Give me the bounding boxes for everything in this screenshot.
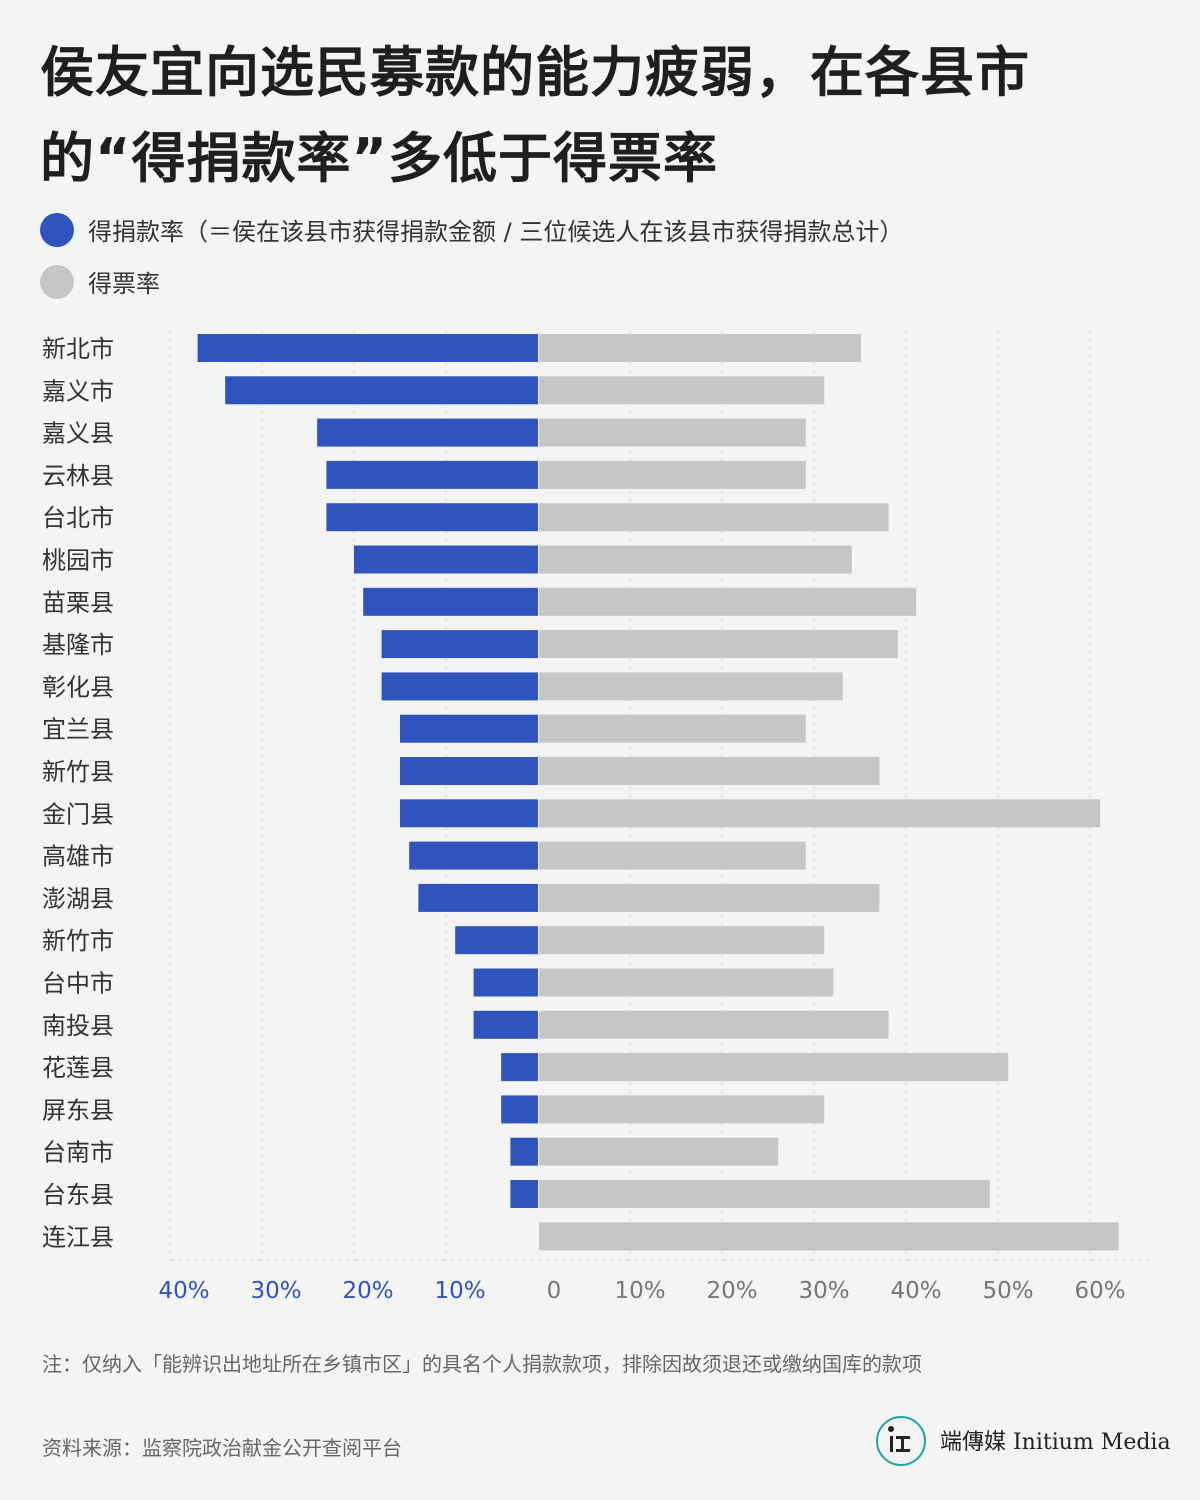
- donation-bar: [510, 1180, 538, 1208]
- category-label: 台北市: [42, 504, 114, 532]
- donation-bar: [354, 545, 538, 574]
- donation-bar: [381, 630, 538, 659]
- x-tick-label-left: 40%: [158, 1278, 209, 1304]
- x-tick-label-left: 10%: [434, 1278, 485, 1304]
- category-label: 新竹县: [42, 758, 114, 786]
- donation-bar: [501, 1095, 538, 1124]
- donation-bar: [409, 841, 538, 870]
- donation-bar: [473, 1010, 538, 1039]
- brand-name: 端傳媒 Initium Media: [940, 1430, 1171, 1455]
- category-label: 基隆市: [42, 631, 114, 659]
- legend-item-vote: 得票率: [40, 264, 160, 299]
- vote-bar: [539, 841, 806, 870]
- vote-bar: [539, 587, 917, 616]
- initium-logo-icon: [876, 1416, 926, 1466]
- x-tick-label-right: 20%: [706, 1278, 757, 1304]
- vote-bar: [539, 883, 880, 912]
- donation-bar: [400, 799, 538, 828]
- donation-bar: [473, 968, 538, 997]
- x-tick-label-left: 30%: [250, 1278, 301, 1304]
- donation-bar: [510, 1137, 538, 1166]
- category-label: 台南市: [42, 1139, 114, 1167]
- vote-bar: [539, 334, 861, 362]
- vote-bar: [539, 630, 898, 659]
- donation-bar: [455, 926, 538, 955]
- diverging-bar-chart: 新北市嘉义市嘉义县云林县台北市桃园市苗栗县基隆市彰化县宜兰县新竹县金门县高雄市澎…: [42, 330, 1152, 1304]
- donation-bar: [225, 376, 538, 405]
- donation-bar: [381, 672, 538, 701]
- vote-bar: [539, 926, 825, 955]
- donation-bar: [326, 460, 538, 489]
- x-tick-label-right: 0: [547, 1278, 562, 1304]
- x-tick-label-right: 10%: [614, 1278, 665, 1304]
- vote-bar: [539, 757, 880, 785]
- vote-bar: [539, 968, 834, 997]
- category-label: 桃园市: [42, 547, 114, 575]
- x-tick-label-right: 30%: [798, 1278, 849, 1304]
- vote-bar: [539, 714, 806, 743]
- legend-swatch-donation: [40, 212, 74, 247]
- category-label: 云林县: [42, 462, 114, 490]
- category-label: 嘉义市: [42, 377, 114, 405]
- legend-swatch-vote: [40, 264, 74, 299]
- category-label: 新北市: [42, 335, 114, 363]
- donation-bar: [317, 418, 538, 447]
- x-tick-label-right: 50%: [982, 1278, 1033, 1304]
- x-tick-label-right: 40%: [890, 1278, 941, 1304]
- donation-bar: [418, 883, 538, 912]
- vote-bar: [539, 545, 852, 574]
- vote-bar: [539, 672, 843, 701]
- donation-bar: [400, 714, 538, 743]
- vote-bar: [539, 460, 806, 489]
- donation-bar: [400, 757, 538, 785]
- chart-title: 侯友宜向选民募款的能力疲弱，在各县市的“得捐款率”多低于得票率: [40, 41, 1030, 190]
- category-label: 屏东县: [42, 1096, 114, 1124]
- donation-bar: [501, 1053, 538, 1082]
- category-label: 台中市: [42, 970, 114, 998]
- category-label: 金门县: [42, 800, 114, 828]
- x-tick-label-right: 60%: [1074, 1278, 1125, 1304]
- vote-bar: [539, 1137, 779, 1166]
- x-tick-label-left: 20%: [342, 1278, 393, 1304]
- category-label: 连江县: [42, 1223, 114, 1251]
- source-note: 资料来源：监察院政治献金公开查阅平台: [42, 1436, 402, 1460]
- category-label: 澎湖县: [42, 885, 114, 913]
- category-label: 南投县: [42, 1012, 114, 1040]
- category-label: 花莲县: [42, 1054, 114, 1082]
- vote-bar: [539, 1180, 990, 1208]
- vote-bar: [539, 1222, 1119, 1251]
- vote-bar: [539, 1010, 889, 1039]
- category-label: 台东县: [42, 1181, 114, 1209]
- footnote: 注：仅纳入「能辨识出地址所在乡镇市区」的具名个人捐款款项，排除因故须退还或缴纳国…: [42, 1352, 922, 1376]
- donation-bar: [197, 334, 538, 362]
- donation-bar: [326, 503, 538, 532]
- donation-bar: [363, 587, 538, 616]
- vote-bar: [539, 418, 806, 447]
- legend-label-vote: 得票率: [88, 270, 160, 298]
- vote-bar: [539, 503, 889, 532]
- category-label: 宜兰县: [42, 716, 114, 744]
- category-label: 高雄市: [42, 843, 114, 871]
- category-label: 彰化县: [42, 673, 114, 701]
- vote-bar: [539, 376, 825, 405]
- legend-item-donation: 得捐款率（＝侯在该县市获得捐款金额 / 三位候选人在该县市获得捐款总计）: [40, 212, 903, 247]
- legend-label-donation: 得捐款率（＝侯在该县市获得捐款金额 / 三位候选人在该县市获得捐款总计）: [88, 218, 904, 246]
- vote-bar: [539, 799, 1101, 828]
- category-label: 新竹市: [42, 927, 114, 955]
- category-label: 嘉义县: [42, 420, 114, 448]
- vote-bar: [539, 1053, 1009, 1082]
- vote-bar: [539, 1095, 825, 1124]
- category-label: 苗栗县: [42, 589, 114, 617]
